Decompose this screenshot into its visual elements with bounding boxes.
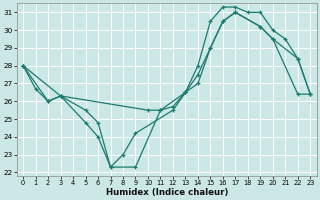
- X-axis label: Humidex (Indice chaleur): Humidex (Indice chaleur): [106, 188, 228, 197]
